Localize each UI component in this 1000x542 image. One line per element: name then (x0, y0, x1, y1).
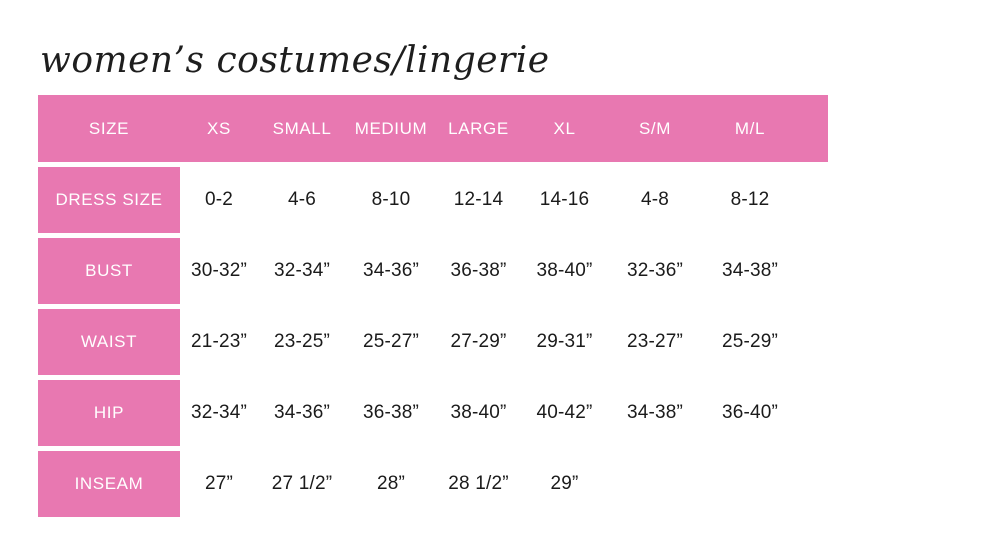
bust-medium: 34-36” (362, 260, 420, 281)
table-row-dress-size: DRESS SIZE 0-2 4-6 8-10 12-14 14-16 4-8 … (38, 167, 828, 233)
dress-size-ml: 8-12 (730, 189, 770, 210)
column-header-xs: XS (207, 118, 231, 138)
bust-large: 36-38” (450, 260, 507, 281)
column-header-xl: XL (553, 118, 576, 138)
page-title: women’s costumes/lingerie (40, 40, 550, 81)
waist-ml: 25-29” (721, 331, 779, 352)
column-header-ml: M/L (734, 118, 766, 138)
row-label-waist: WAIST (38, 309, 180, 375)
inseam-xl: 29” (550, 473, 579, 494)
table-row-inseam: INSEAM 27” 27 1/2” 28” 28 1/2” 29” (38, 451, 828, 517)
hip-medium: 36-38” (362, 402, 420, 423)
dress-size-medium: 8-10 (371, 189, 411, 210)
row-label-inseam: INSEAM (38, 451, 180, 517)
table-row-hip: HIP 32-34” 34-36” 36-38” 38-40” 40-42” 3… (38, 380, 828, 446)
bust-xl: 38-40” (536, 260, 593, 281)
dress-size-xs: 0-2 (204, 189, 234, 210)
column-header-large: LARGE (448, 118, 509, 138)
hip-xs: 32-34” (190, 402, 248, 423)
row-label-bust: BUST (38, 238, 180, 304)
dress-size-xl: 14-16 (539, 189, 590, 210)
inseam-small: 27 1/2” (271, 473, 333, 494)
waist-medium: 25-27” (362, 331, 420, 352)
inseam-xs: 27” (204, 473, 234, 494)
row-label-dress-size: DRESS SIZE (38, 167, 180, 233)
hip-small: 34-36” (273, 402, 331, 423)
hip-sm: 34-38” (626, 402, 684, 423)
table-row-waist: WAIST 21-23” 23-25” 25-27” 27-29” 29-31”… (38, 309, 828, 375)
waist-xs: 21-23” (190, 331, 248, 352)
bust-sm: 32-36” (626, 260, 684, 281)
inseam-large: 28 1/2” (448, 473, 509, 494)
column-header-small: SMALL (272, 118, 332, 138)
column-header-sm: S/M (638, 118, 672, 138)
waist-xl: 29-31” (536, 331, 593, 352)
column-header-size: SIZE (88, 118, 130, 138)
waist-sm: 23-27” (626, 331, 684, 352)
table-header-row: SIZE XS SMALL MEDIUM LARGE XL S/M M/L (38, 95, 828, 162)
table-row-bust: BUST 30-32” 32-34” 34-36” 36-38” 38-40” … (38, 238, 828, 304)
hip-xl: 40-42” (536, 402, 593, 423)
column-header-medium: MEDIUM (354, 118, 428, 138)
bust-small: 32-34” (273, 260, 331, 281)
size-table: SIZE XS SMALL MEDIUM LARGE XL S/M M/L DR… (38, 95, 828, 517)
waist-small: 23-25” (273, 331, 331, 352)
dress-size-small: 4-6 (287, 189, 317, 210)
row-label-hip: HIP (38, 380, 180, 446)
bust-xs: 30-32” (190, 260, 248, 281)
hip-large: 38-40” (450, 402, 507, 423)
waist-large: 27-29” (450, 331, 507, 352)
dress-size-sm: 4-8 (640, 189, 670, 210)
inseam-medium: 28” (376, 473, 406, 494)
bust-ml: 34-38” (721, 260, 779, 281)
hip-ml: 36-40” (721, 402, 779, 423)
dress-size-large: 12-14 (453, 189, 504, 210)
